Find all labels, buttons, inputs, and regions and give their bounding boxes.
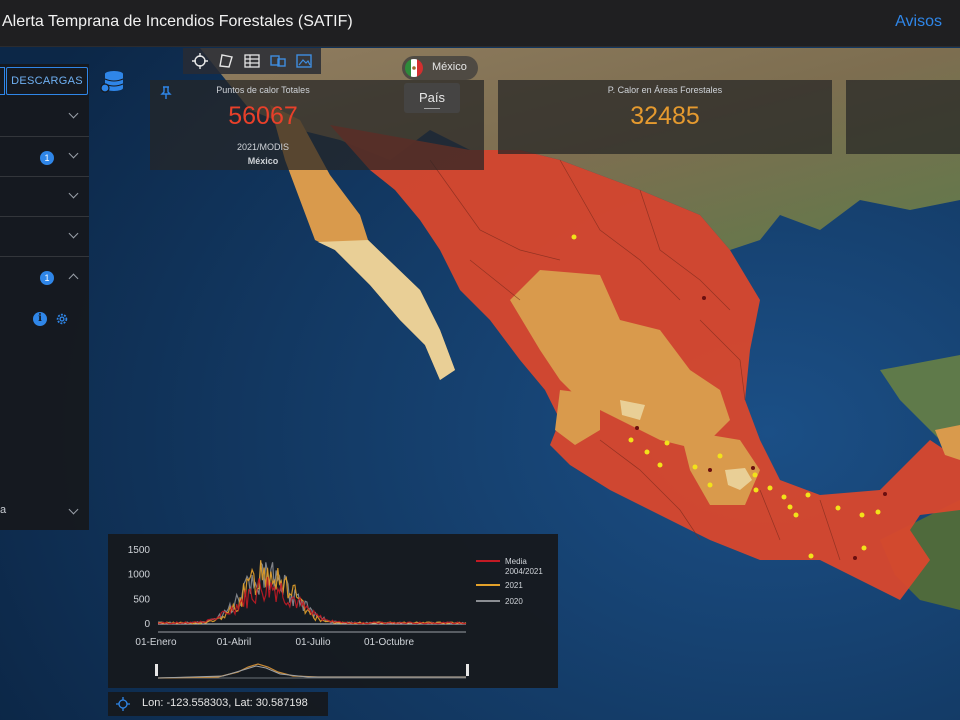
tab-previous[interactable] — [0, 67, 5, 95]
map-toolbar — [183, 48, 321, 74]
total-hotspots-country: México — [247, 156, 279, 166]
legend-label: 2004/2021 — [505, 567, 543, 576]
pais-button[interactable]: País — [404, 83, 460, 113]
chevron-down-icon — [68, 188, 79, 199]
hotspots-line-chart[interactable]: 1500 1000 500 0 01-Enero 01-Abril 01-Julio 01-… — [108, 534, 558, 688]
sidebar-section-1[interactable] — [0, 97, 89, 137]
layers-icon[interactable] — [269, 52, 287, 70]
country-selector[interactable]: México — [402, 56, 478, 80]
forest-hotspots-value: 32485 — [630, 102, 700, 130]
app-title: Alerta Temprana de Incendios Forestales … — [2, 13, 353, 30]
x-tick-label: 01-Julio — [295, 637, 330, 648]
y-tick-label: 1500 — [128, 545, 151, 556]
coordinates-bar: Lon: -123.558303, Lat: 30.587198 — [108, 692, 328, 716]
table-icon[interactable] — [243, 52, 261, 70]
forest-hotspots-panel: P. Calor en Áreas Forestales 32485 — [498, 80, 832, 154]
crosshair-icon — [116, 697, 130, 711]
avisos-link[interactable]: Avisos — [895, 13, 942, 30]
sidebar-section-6[interactable]: a — [0, 492, 89, 530]
descargas-button[interactable]: DESCARGAS — [6, 67, 88, 95]
sidebar-section-3[interactable] — [0, 177, 89, 217]
sidebar-section-label: a — [0, 504, 7, 516]
series-line — [157, 577, 467, 625]
chevron-down-icon — [68, 148, 79, 159]
navigator-series-2 — [157, 665, 466, 679]
sidebar-section-5[interactable]: 1 — [0, 257, 89, 291]
chevron-down-icon — [68, 108, 79, 119]
navigator-handle-left — [155, 664, 158, 676]
total-hotspots-source: 2021/MODIS — [236, 142, 290, 152]
image-icon[interactable] — [295, 52, 313, 70]
mexico-flag-icon — [405, 59, 423, 77]
y-tick-label: 1000 — [128, 570, 151, 581]
chevron-up-icon — [68, 273, 79, 284]
y-tick-label: 500 — [133, 594, 150, 605]
legend-label: 2020 — [505, 597, 523, 606]
left-sidebar: DESCARGAS 1 1 i a — [0, 64, 89, 530]
hotspots-chart-panel: 1500 1000 500 0 01-Enero 01-Abril 01-Julio 01-… — [108, 534, 558, 688]
total-hotspots-label: Puntos de calor Totales — [216, 85, 310, 95]
count-badge: 1 — [40, 151, 54, 165]
database-icon[interactable] — [100, 68, 126, 94]
sidebar-section-4[interactable] — [0, 217, 89, 257]
gear-icon[interactable] — [55, 312, 69, 326]
x-tick-label: 01-Octubre — [364, 637, 414, 648]
total-hotspots-value: 56067 — [228, 102, 298, 130]
navigator-handle-right — [466, 664, 469, 676]
extra-stat-panel — [846, 80, 960, 154]
app-header: Alerta Temprana de Incendios Forestales … — [0, 0, 960, 47]
forest-hotspots-label: P. Calor en Áreas Forestales — [607, 85, 723, 95]
coordinates-readout: Lon: -123.558303, Lat: 30.587198 — [142, 697, 308, 709]
count-badge: 1 — [40, 271, 54, 285]
pin-icon[interactable] — [159, 86, 173, 100]
x-tick-label: 01-Enero — [135, 637, 177, 648]
chevron-down-icon — [68, 504, 79, 515]
navigator-series — [157, 663, 466, 679]
info-icon[interactable]: i — [33, 312, 47, 326]
legend-label: 2021 — [505, 581, 523, 590]
x-tick-label: 01-Abril — [217, 637, 251, 648]
sidebar-section-2[interactable]: 1 — [0, 137, 89, 177]
legend-label: Media — [505, 557, 527, 566]
chevron-down-icon — [68, 228, 79, 239]
country-name: México — [432, 61, 467, 73]
polygon-icon[interactable] — [217, 52, 235, 70]
y-tick-label: 0 — [144, 619, 150, 630]
crosshair-icon[interactable] — [191, 52, 209, 70]
